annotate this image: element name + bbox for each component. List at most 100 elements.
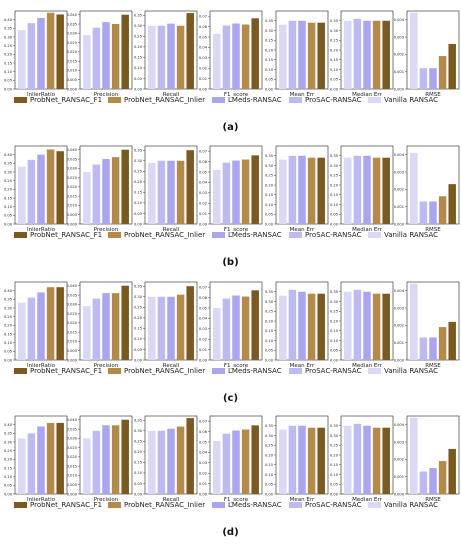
bar-probnet-ransac-inlier bbox=[111, 293, 120, 360]
y-tick-label: 0.15 bbox=[4, 332, 12, 336]
y-tick-label: 0.00 bbox=[4, 492, 13, 496]
bar-probnet-ransac-inlier bbox=[241, 296, 250, 360]
y-tick-label: 0.004 bbox=[394, 153, 405, 157]
y-tick-label: 0.05 bbox=[330, 483, 338, 487]
y-tick-label: 0.30 bbox=[4, 35, 13, 39]
bar-lmeds-ransac bbox=[298, 155, 306, 224]
y-tick-label: 0.00 bbox=[4, 222, 13, 226]
y-tick-label: 0.04 bbox=[199, 181, 208, 185]
y-tick-label: 0.004 bbox=[394, 423, 405, 427]
bar-probnet-ransac-inlier bbox=[372, 157, 381, 224]
bar-probnet-ransac-f1 bbox=[317, 157, 325, 224]
x-axis-label: Mean Err bbox=[290, 497, 315, 503]
legend-label: Vanilla RANSAC bbox=[384, 501, 438, 509]
y-tick-label: 0.00 bbox=[265, 87, 274, 91]
y-tick-label: 0.10 bbox=[265, 473, 274, 477]
x-axis-label: InlierRatio bbox=[27, 92, 56, 98]
x-axis-label: Median Err bbox=[352, 497, 382, 503]
legend-label: ProbNet_RANSAC_F1 bbox=[30, 501, 102, 509]
y-tick-label: 0.25 bbox=[4, 315, 12, 319]
subplot-recall: 0.00 0.05 0.10 0.15 0.20 0.25 0.30 0.35 Recall bbox=[134, 10, 198, 98]
x-axis-label: Precision bbox=[94, 227, 119, 233]
bar-prosac-ransac bbox=[353, 155, 362, 224]
y-tick-label: 0.00 bbox=[265, 492, 274, 496]
y-tick-label: 0.00 bbox=[134, 358, 143, 362]
legend-label: ProbNet_RANSAC_Inlier bbox=[124, 501, 205, 509]
bar-probnet-ransac-inlier bbox=[241, 429, 250, 494]
y-tick-label: 0.10 bbox=[134, 471, 143, 475]
y-tick-label: 0.25 bbox=[330, 310, 338, 314]
y-tick-label: 0.30 bbox=[265, 29, 274, 33]
subplot-precision: 0.000 0.005 0.010 0.015 0.020 0.025 0.030 0.035… bbox=[67, 10, 133, 98]
bar-probnet-ransac-inlier bbox=[372, 427, 381, 494]
bar-probnet-ransac-f1 bbox=[317, 22, 325, 90]
y-tick-label: 0.02 bbox=[199, 67, 207, 71]
y-tick-label: 0.05 bbox=[134, 212, 142, 216]
y-tick-label: 0.001 bbox=[394, 205, 404, 209]
y-tick-label: 0.10 bbox=[265, 339, 274, 343]
legend-swatch bbox=[289, 97, 302, 103]
y-tick-label: 0.00 bbox=[199, 358, 208, 362]
y-tick-label: 0.35 bbox=[4, 298, 12, 302]
y-tick-label: 0.15 bbox=[265, 58, 273, 62]
y-tick-label: 0.30 bbox=[4, 170, 13, 174]
y-tick-label: 0.15 bbox=[4, 61, 12, 65]
y-tick-label: 0.07 bbox=[199, 286, 207, 290]
bar-prosac-ransac bbox=[157, 25, 166, 89]
bar-probnet-ransac-f1 bbox=[186, 286, 194, 360]
y-tick-label: 0.010 bbox=[67, 340, 78, 344]
y-tick-label: 0.05 bbox=[199, 306, 207, 310]
y-tick-label: 0.00 bbox=[134, 87, 143, 91]
legend-swatch bbox=[368, 232, 381, 238]
x-axis-label: F1_score bbox=[224, 92, 249, 98]
y-tick-label: 0.20 bbox=[4, 458, 13, 462]
bar-prosac-ransac bbox=[222, 25, 231, 90]
bar-vanilla-ransac bbox=[213, 440, 221, 494]
bar-lmeds-ransac bbox=[298, 425, 306, 494]
y-tick-label: 0.025 bbox=[67, 41, 77, 45]
y-tick-label: 0.00 bbox=[199, 492, 208, 496]
subplot-rmse: 0.000 0.001 0.002 0.003 0.004 RMSE bbox=[394, 415, 460, 503]
y-tick-label: 0.000 bbox=[394, 222, 405, 226]
y-tick-label: 0.002 bbox=[394, 53, 404, 57]
bar-probnet-ransac-inlier bbox=[46, 149, 55, 224]
subplot-inlierratio: 0.00 0.05 0.10 0.15 0.20 0.25 0.30 0.35 0.40 Inli… bbox=[4, 10, 68, 98]
x-axis-label: RMSE bbox=[425, 363, 441, 369]
bar-vanilla-ransac bbox=[410, 283, 418, 360]
bar-probnet-ransac-f1 bbox=[186, 418, 194, 494]
legend-label: Vanilla RANSAC bbox=[384, 231, 438, 239]
y-tick-label: 0.30 bbox=[265, 300, 274, 304]
bar-lmeds-ransac bbox=[363, 425, 371, 494]
bar-probnet-ransac-inlier bbox=[372, 293, 381, 360]
legend: ProbNet_RANSAC_F1 ProbNet_RANSAC_Inlier LM… bbox=[14, 231, 438, 239]
y-tick-label: 0.10 bbox=[265, 203, 274, 207]
y-tick-label: 0.25 bbox=[265, 39, 273, 43]
bar-vanilla-ransac bbox=[148, 296, 156, 360]
bar-lmeds-ransac bbox=[232, 160, 240, 224]
y-tick-label: 0.30 bbox=[330, 29, 339, 33]
y-tick-label: 0.25 bbox=[4, 44, 12, 48]
y-tick-label: 0.10 bbox=[330, 473, 339, 477]
y-tick-label: 0.20 bbox=[265, 319, 274, 323]
bar-probnet-ransac-f1 bbox=[448, 321, 456, 360]
y-tick-label: 0.030 bbox=[67, 303, 78, 307]
bar-probnet-ransac-inlier bbox=[176, 25, 185, 89]
bar-vanilla-ransac bbox=[18, 30, 26, 89]
y-tick-label: 0.25 bbox=[265, 310, 273, 314]
y-tick-label: 0.30 bbox=[4, 440, 13, 444]
y-tick-label: 0.15 bbox=[330, 463, 338, 467]
y-tick-label: 0.040 bbox=[67, 418, 78, 422]
bar-probnet-ransac-f1 bbox=[382, 293, 390, 360]
bar-probnet-ransac-f1 bbox=[121, 285, 129, 360]
bar-vanilla-ransac bbox=[83, 438, 91, 494]
bar-prosac-ransac bbox=[353, 423, 362, 494]
bar-probnet-ransac-inlier bbox=[307, 427, 316, 494]
y-tick-label: 0.20 bbox=[330, 48, 339, 52]
y-tick-label: 0.035 bbox=[67, 22, 77, 26]
y-tick-label: 0.035 bbox=[67, 293, 77, 297]
legend-swatch bbox=[14, 502, 27, 508]
bar-lmeds-ransac bbox=[232, 23, 240, 90]
bar-probnet-ransac-f1 bbox=[251, 425, 259, 494]
legend-swatch bbox=[212, 232, 225, 238]
y-tick-label: 0.25 bbox=[134, 170, 142, 174]
